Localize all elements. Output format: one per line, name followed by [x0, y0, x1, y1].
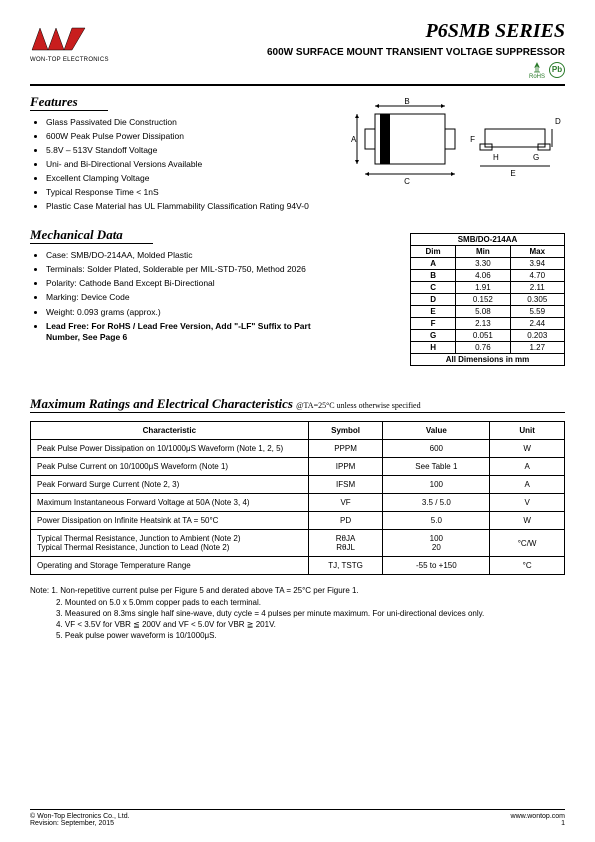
mechanical-item: Case: SMB/DO-214AA, Molded Plastic [46, 250, 325, 261]
feature-item: 5.8V – 513V Standoff Voltage [46, 145, 325, 156]
title-block: P6SMB SERIES 600W SURFACE MOUNT TRANSIEN… [267, 20, 565, 80]
logo-icon [30, 20, 90, 55]
dim-row: D0.1520.305 [411, 294, 565, 306]
dim-col: Min [456, 246, 510, 258]
ratings-row: Maximum Instantaneous Forward Voltage at… [31, 494, 565, 512]
footer-right: www.wontop.com 1 [511, 813, 565, 827]
ratings-col: Characteristic [31, 422, 309, 440]
mechanical-item-bold: Lead Free: For RoHS / Lead Free Version,… [46, 321, 325, 343]
dim-row: E5.085.59 [411, 306, 565, 318]
header: WON-TOP ELECTRONICS P6SMB SERIES 600W SU… [30, 20, 565, 80]
note-item: 4. VF < 3.5V for VBR ≦ 200V and VF < 5.0… [56, 619, 276, 630]
ratings-col: Value [383, 422, 490, 440]
feature-item: Glass Passivated Die Construction [46, 117, 325, 128]
ratings-row: Typical Thermal Resistance, Junction to … [31, 530, 565, 557]
dim-footer: All Dimensions in mm [411, 354, 565, 366]
mechanical-item: Weight: 0.093 grams (approx.) [46, 307, 325, 318]
feature-item: Excellent Clamping Voltage [46, 173, 325, 184]
ratings-row: Operating and Storage Temperature RangeT… [31, 557, 565, 575]
ratings-row: Power Dissipation on Infinite Heatsink a… [31, 512, 565, 530]
note-item: 2. Mounted on 5.0 x 5.0mm copper pads to… [56, 597, 261, 608]
dim-row: H0.761.27 [411, 342, 565, 354]
dimensions-table: SMB/DO-214AA Dim Min Max A3.303.94 B4.06… [410, 233, 565, 366]
header-rule [30, 84, 565, 86]
ratings-col: Unit [490, 422, 565, 440]
svg-text:E: E [510, 169, 515, 178]
dim-row: B4.064.70 [411, 270, 565, 282]
svg-text:C: C [404, 177, 410, 186]
features-title: Features [30, 94, 108, 111]
ratings-col: Symbol [308, 422, 383, 440]
feature-item: Plastic Case Material has UL Flammabilit… [46, 201, 325, 212]
dim-row: A3.303.94 [411, 258, 565, 270]
note-item: 3. Measured on 8.3ms single half sine-wa… [56, 608, 484, 619]
feature-item: 600W Peak Pulse Power Dissipation [46, 131, 325, 142]
mechanical-item: Terminals: Solder Plated, Solderable per… [46, 264, 325, 275]
dim-header: SMB/DO-214AA [411, 234, 565, 246]
note-item: 5. Peak pulse power waveform is 10/1000μ… [56, 630, 217, 641]
feature-item: Typical Response Time < 1nS [46, 187, 325, 198]
footer: © Won-Top Electronics Co., Ltd. Revision… [30, 809, 565, 827]
dim-col: Dim [411, 246, 456, 258]
mechanical-item: Marking: Device Code [46, 292, 325, 303]
svg-text:F: F [470, 135, 475, 144]
rohs-icon: RoHS [529, 62, 545, 80]
dim-row: G0.0510.203 [411, 330, 565, 342]
svg-text:H: H [493, 153, 499, 162]
features-list: Glass Passivated Die Construction 600W P… [30, 117, 325, 212]
package-diagram: B A C D F E H G [345, 94, 565, 204]
dim-row: F2.132.44 [411, 318, 565, 330]
series-title: P6SMB SERIES [267, 20, 565, 43]
ratings-row: Peak Pulse Power Dissipation on 10/1000μ… [31, 440, 565, 458]
footer-left: © Won-Top Electronics Co., Ltd. Revision… [30, 813, 130, 827]
features-row: Features Glass Passivated Die Constructi… [30, 94, 565, 215]
svg-text:G: G [533, 153, 539, 162]
logo-text: WON-TOP ELECTRONICS [30, 57, 109, 63]
notes-block: Note: 1. Non-repetitive current pulse pe… [30, 585, 565, 641]
feature-item: Uni- and Bi-Directional Versions Availab… [46, 159, 325, 170]
ratings-title: Maximum Ratings and Electrical Character… [30, 396, 565, 413]
ratings-row: Peak Forward Surge Current (Note 2, 3)IF… [31, 476, 565, 494]
ratings-table: Characteristic Symbol Value Unit Peak Pu… [30, 421, 565, 575]
svg-text:A: A [351, 135, 357, 144]
mechanical-list: Case: SMB/DO-214AA, Molded Plastic Termi… [30, 250, 325, 342]
ratings-condition: @TA=25°C unless otherwise specified [296, 401, 420, 410]
mechanical-row: Mechanical Data Case: SMB/DO-214AA, Mold… [30, 227, 565, 366]
pb-free-icon: Pb [549, 62, 565, 78]
note-item: 1. Non-repetitive current pulse per Figu… [51, 586, 358, 595]
svg-text:B: B [404, 97, 409, 106]
mechanical-item: Polarity: Cathode Band Except Bi-Directi… [46, 278, 325, 289]
mechanical-title: Mechanical Data [30, 227, 153, 244]
logo-block: WON-TOP ELECTRONICS [30, 20, 109, 63]
compliance-icons: RoHS Pb [267, 62, 565, 80]
svg-text:D: D [555, 117, 561, 126]
dim-row: C1.912.11 [411, 282, 565, 294]
dim-col: Max [510, 246, 564, 258]
subtitle: 600W SURFACE MOUNT TRANSIENT VOLTAGE SUP… [267, 47, 565, 58]
notes-label: Note: [30, 585, 49, 596]
ratings-row: Peak Pulse Current on 10/1000μS Waveform… [31, 458, 565, 476]
